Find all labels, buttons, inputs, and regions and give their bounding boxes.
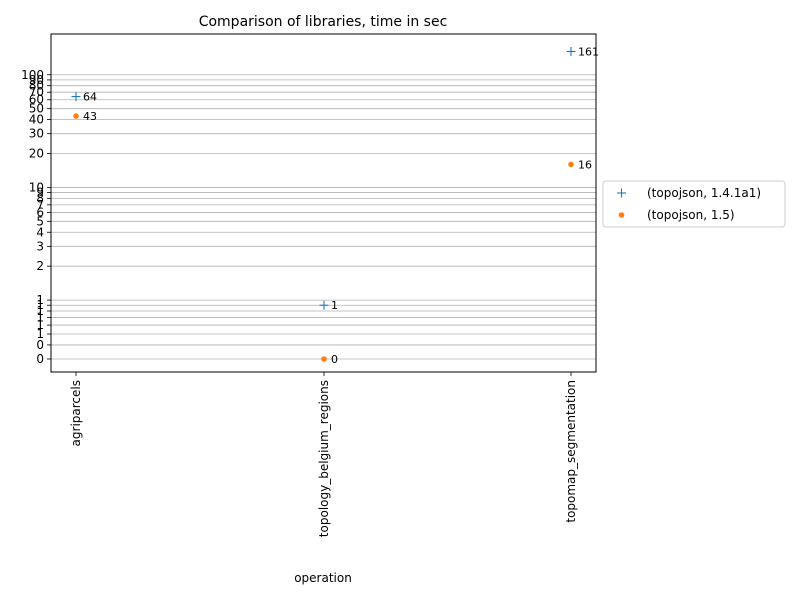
grid: [51, 74, 596, 360]
y-tick-label: 20: [29, 147, 44, 161]
y-tick-label: 1: [36, 311, 44, 325]
y-tick-label: 1: [36, 293, 44, 307]
y-tick-label: 8: [36, 191, 44, 205]
y-tick-label: 50: [29, 102, 44, 116]
y-tick-label: 30: [29, 127, 44, 141]
legend-marker: [617, 188, 626, 198]
x-axis-label: operation: [294, 571, 352, 585]
legend: (topojson, 1.4.1a1) (topojson, 1.5): [602, 180, 786, 228]
y-tick-label: 5: [36, 214, 44, 228]
data-label: 43: [83, 110, 97, 123]
y-tick-label: 4: [36, 225, 44, 239]
y-tick-label: 40: [29, 113, 44, 127]
y-tick-label: 70: [29, 85, 44, 99]
y-tick-label: 10: [29, 180, 44, 194]
y-tick-label: 100: [21, 68, 44, 82]
x-axis: agriparcels topology_belgium_regions topom…: [69, 372, 578, 537]
y-tick-label: 6: [36, 205, 44, 219]
legend-label: (topojson, 1.4.1a1): [647, 186, 761, 200]
data-point: [321, 356, 327, 362]
y-tick-label: 9: [36, 186, 44, 200]
data-label: 1: [331, 299, 338, 312]
y-tick-label: 1: [36, 318, 44, 332]
x-tick-label: agriparcels: [69, 380, 83, 446]
legend-frame: [602, 180, 786, 228]
data-label: 0: [331, 353, 338, 366]
y-tick-label: 90: [29, 73, 44, 87]
y-tick-label: 1: [36, 298, 44, 312]
y-tick-label: 1: [36, 327, 44, 341]
data-point: [566, 46, 576, 56]
y-tick-label: 3: [36, 239, 44, 253]
data-point: [73, 113, 79, 119]
x-tick-label: topomap_segmentation: [564, 380, 578, 523]
y-tick-label: 0: [36, 352, 44, 366]
plot-area: [50, 33, 597, 373]
y-tick-label: 7: [36, 198, 44, 212]
y-tick-label: 1: [36, 304, 44, 318]
chart-title: Comparison of libraries, time in sec: [199, 14, 448, 30]
y-tick-label: 60: [29, 93, 44, 107]
data-point: [568, 161, 574, 168]
data-marks: 64 1 161 43 0 16: [71, 45, 599, 366]
legend-label: (topojson, 1.5): [647, 208, 735, 222]
x-tick-label: topology_belgium_regions: [317, 380, 331, 537]
data-point: [319, 300, 329, 310]
data-label: 16: [578, 158, 592, 171]
data-point: [71, 92, 81, 102]
y-tick-label: 2: [36, 259, 44, 273]
legend-marker: [618, 212, 625, 218]
data-label: 161: [578, 45, 599, 58]
y-tick-label: 80: [29, 79, 44, 93]
y-tick-label: 0: [36, 338, 44, 352]
data-label: 64: [83, 91, 97, 104]
